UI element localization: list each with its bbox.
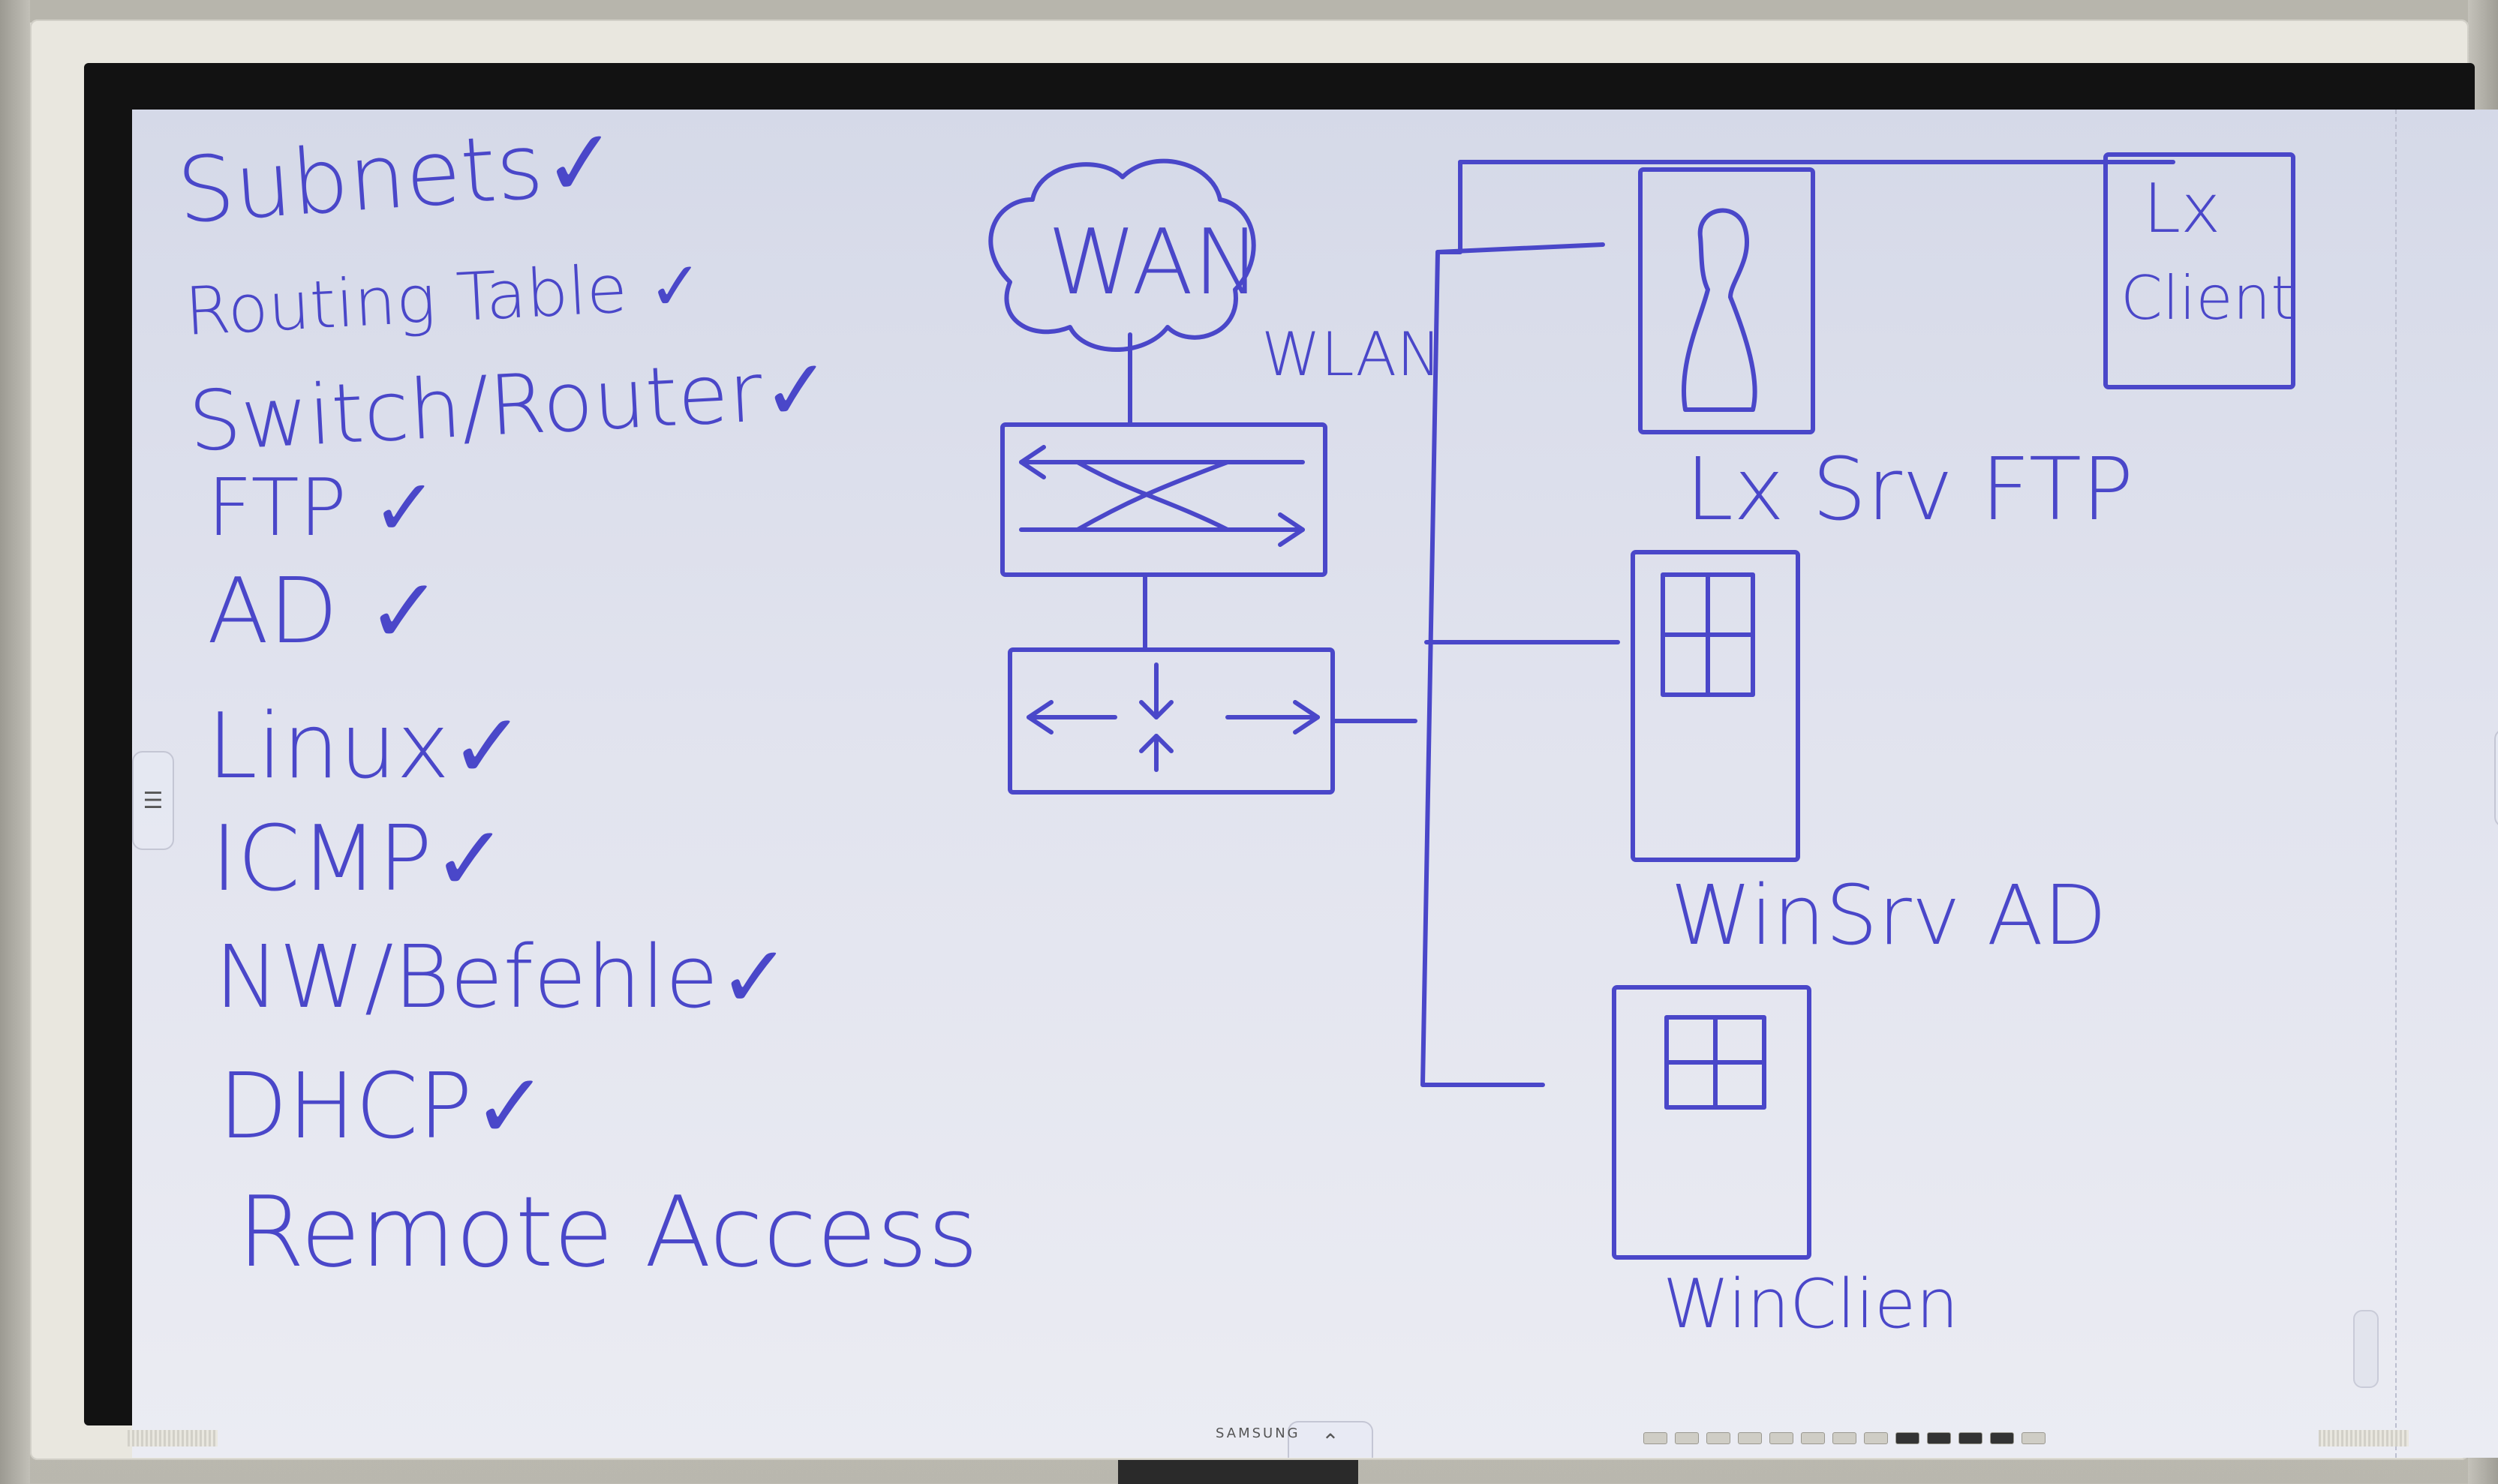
win-client-box <box>1612 985 1811 1260</box>
backbone-line <box>1420 160 1545 1087</box>
lx-client-box <box>2103 152 2295 389</box>
switch-arrow-up-head <box>1139 734 1174 753</box>
router-cross <box>1075 460 1230 532</box>
chevron-up-icon: ⌃ <box>1321 1428 1339 1454</box>
lx-client-label-line2: Client <box>2121 263 2295 333</box>
wan-cloud-shape <box>988 158 1256 352</box>
lx-client-label-line1: Lx <box>2143 170 2221 248</box>
network-diagram-drawing <box>988 152 2295 1260</box>
wall-left <box>0 0 30 1484</box>
win-server-label: WinSrv AD <box>1670 867 2107 963</box>
right-menu-handle[interactable]: ☰ <box>2494 728 2498 828</box>
hdmi-port-icon <box>1958 1432 1982 1444</box>
left-menu-handle[interactable]: ☰ <box>132 751 174 850</box>
display-stand <box>1118 1455 1358 1484</box>
checklist-item-icmp: ICMP✓ <box>211 807 508 912</box>
port-icon <box>1706 1432 1730 1444</box>
checklist-item-linux: Linux✓ <box>207 695 525 799</box>
port-icon <box>1738 1432 1762 1444</box>
checklist-item-dhcp: DHCP✓ <box>218 1055 549 1159</box>
tux-icon <box>1681 208 1757 412</box>
whiteboard-canvas[interactable]: Subnets✓ Routing Table ✓ Switch/Router✓ … <box>132 110 2498 1458</box>
speaker-grille-right <box>2319 1430 2409 1446</box>
display-inner-frame: Subnets✓ Routing Table ✓ Switch/Router✓ … <box>84 63 2498 1458</box>
port-icon <box>1832 1432 1856 1444</box>
lx-server-label: Lx Srv FTP <box>1685 440 2134 540</box>
scroll-handle[interactable] <box>2353 1310 2379 1388</box>
router-box <box>1000 422 1327 577</box>
port-icon <box>1675 1432 1699 1444</box>
win-server-box <box>1631 550 1800 862</box>
switch-arrow-left-head <box>1027 700 1054 734</box>
switch-arrow-down-head <box>1139 700 1174 719</box>
port-icon <box>1864 1432 1888 1444</box>
checklist-item-ad: AD ✓ <box>207 560 443 664</box>
page-edge-guide <box>2395 110 2397 1458</box>
display-bezel: Subnets✓ Routing Table ✓ Switch/Router✓ … <box>30 20 2498 1460</box>
router-arrow-2-head <box>1278 512 1305 547</box>
switch-box <box>1008 647 1335 795</box>
router-arrow-1-head <box>1019 445 1046 479</box>
bottom-toolbar-handle[interactable]: ⌃ <box>1288 1421 1373 1458</box>
port-icon <box>1769 1432 1793 1444</box>
brand-logo: SAMSUNG <box>1216 1425 1300 1441</box>
usb-port-icon <box>1895 1432 1919 1444</box>
hardware-port-bar <box>1643 1428 2079 1448</box>
link-lx-server <box>1435 242 1605 254</box>
port-icon <box>1801 1432 1825 1444</box>
port-icon <box>1643 1432 1667 1444</box>
usb-port-icon <box>1927 1432 1951 1444</box>
speaker-grille-left <box>128 1430 218 1446</box>
checklist-item-ftp: FTP ✓ <box>207 462 438 554</box>
checklist-item-remote-access: Remote Access <box>237 1175 978 1289</box>
port-icon <box>2022 1432 2046 1444</box>
menu-icon: ☰ <box>143 787 164 814</box>
win-client-label: WinClien <box>1663 1265 1959 1344</box>
lx-server-box <box>1638 167 1815 434</box>
wlan-label: WLAN <box>1261 320 1442 389</box>
switch-arrow-right-head <box>1293 700 1320 734</box>
hdmi-port-icon <box>1990 1432 2014 1444</box>
wall-background <box>0 0 2498 23</box>
checklist-item-nw-befehle: NW/Befehle✓ <box>215 927 791 1028</box>
wan-label: WAN <box>1048 211 1261 315</box>
